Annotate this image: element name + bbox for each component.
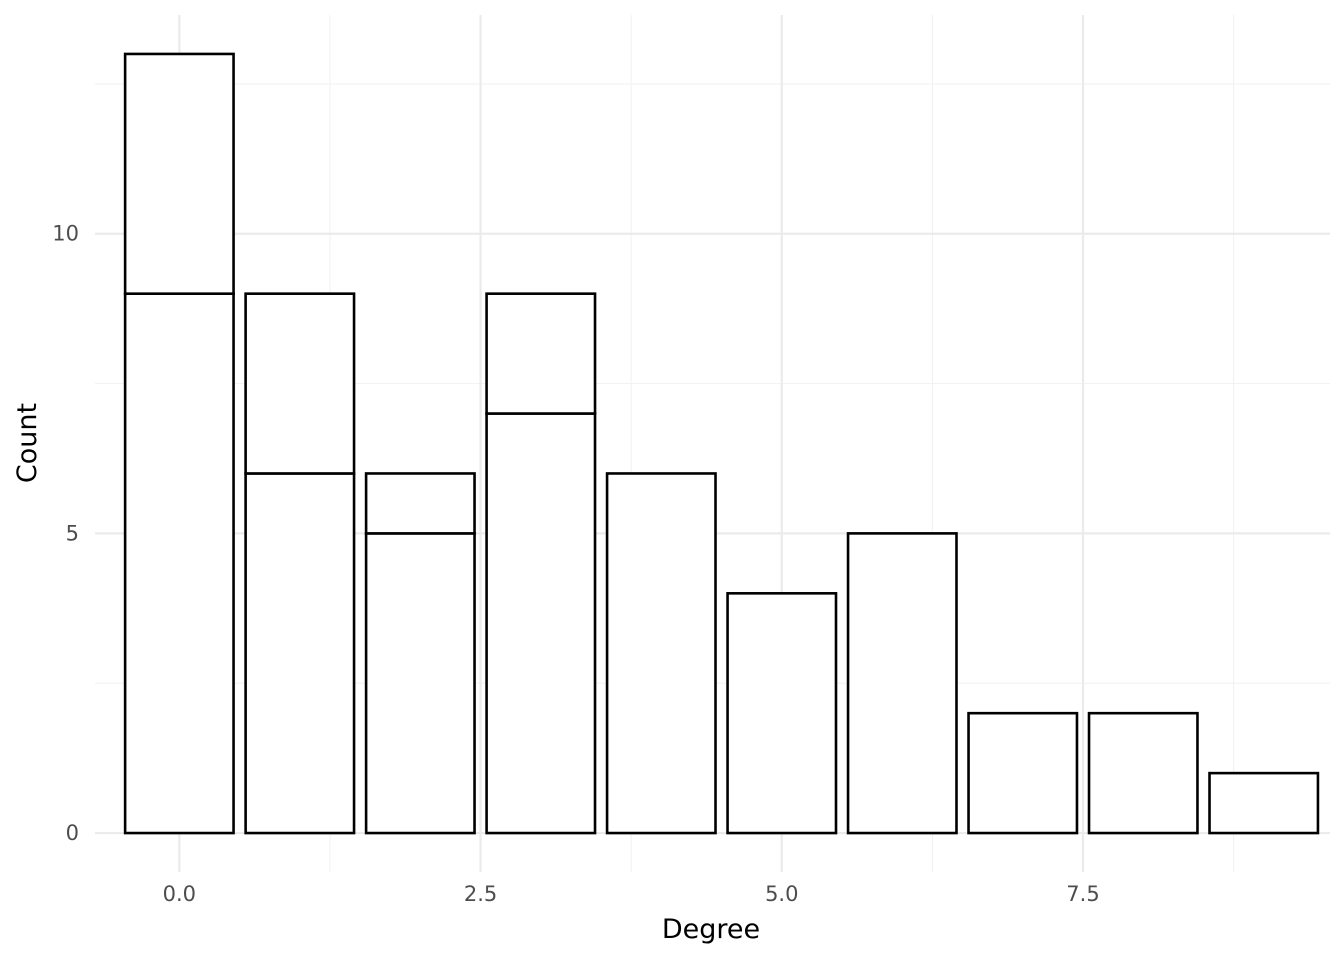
x-tick-label: 5.0 <box>765 882 798 906</box>
bars <box>123 52 1320 835</box>
bar-segment-degree-1-0 <box>244 472 356 835</box>
x-tick-labels: 0.0 2.5 5.0 7.5 <box>163 882 1100 906</box>
x-tick-label: 2.5 <box>464 882 497 906</box>
y-tick-label: 10 <box>52 222 79 246</box>
y-axis-title: Count <box>12 403 43 483</box>
x-axis-title: Degree <box>662 914 760 945</box>
y-tick-label: 0 <box>66 821 79 845</box>
bar-segment-degree-6-0 <box>846 532 958 835</box>
y-tick-label: 5 <box>66 521 79 545</box>
bar-segment-degree-3-0 <box>485 412 597 835</box>
bar-segment-degree-0-1 <box>123 52 235 295</box>
bar-segment-degree-2-0 <box>364 532 476 835</box>
bar-segment-degree-2-1 <box>364 472 476 535</box>
x-tick-label: 7.5 <box>1066 882 1099 906</box>
bar-segment-degree-5-0 <box>726 592 838 835</box>
bar-segment-degree-1-1 <box>244 292 356 475</box>
bar-segment-degree-9-0 <box>1208 771 1320 835</box>
bar-segment-degree-0-0 <box>123 292 235 835</box>
bar-segment-degree-3-1 <box>485 292 597 415</box>
bar-segment-degree-7-0 <box>967 711 1079 835</box>
x-tick-label: 0.0 <box>163 882 196 906</box>
bar-segment-degree-8-0 <box>1087 711 1199 835</box>
bar-segment-degree-4-0 <box>605 472 717 835</box>
y-tick-labels: 0 5 10 <box>52 222 79 845</box>
